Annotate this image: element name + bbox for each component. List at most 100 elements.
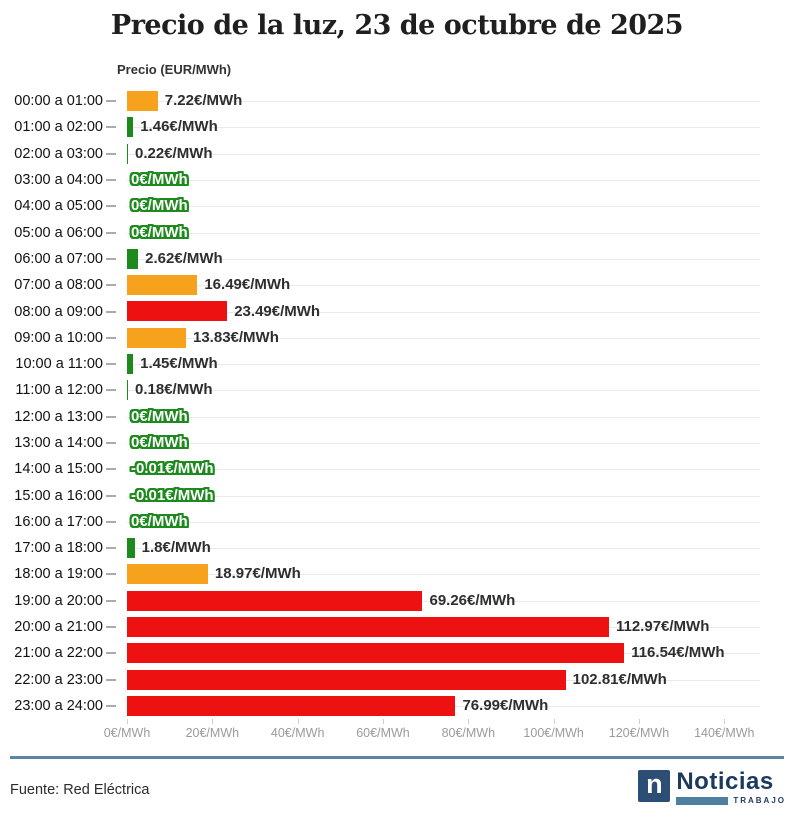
chart-row: 04:00 a 05:00 0€/MWh [0,193,794,219]
bar-track: 1.45€/MWh [127,351,760,377]
x-tick-label: 140€/MWh [694,726,755,740]
hour-label: 02:00 a 03:00 [14,145,103,162]
page-title: Precio de la luz, 23 de octubre de 2025 [110,10,684,41]
bar-track: 116.54€/MWh [127,640,760,666]
x-tick-label: 120€/MWh [608,726,670,740]
row-gridline [127,180,760,182]
chart-row: 20:00 a 21:00 112.97€/MWh [0,614,794,640]
row-gridline [127,101,760,103]
logo-text-block: Noticias TRABAJO [676,770,786,805]
chart-row: 22:00 a 23:00 102.81€/MWh [0,667,794,693]
row-tick-dash [106,415,116,418]
price-bar [127,590,423,611]
row-tick-dash [106,336,116,339]
hour-label: 01:00 a 02:00 [14,119,103,136]
hour-label: 18:00 a 19:00 [14,566,103,583]
row-gridline [127,574,760,576]
value-label: 112.97€/MWh [615,618,710,636]
x-tick-mark [553,719,555,724]
x-axis-title: Precio (EUR/MWh) [117,62,232,77]
price-bar [127,327,186,348]
row-gridline [127,469,760,471]
x-axis: 0€/MWh 20€/MWh 40€/MWh 60€/MWh 80€/MWh 100€/M… [104,719,787,743]
hour-label: 09:00 a 10:00 [14,329,103,346]
value-label: 76.99€/MWh [462,697,549,715]
x-tick-label: 0€/MWh [103,726,151,740]
chart-row: 01:00 a 02:00 1.46€/MWh [0,114,794,140]
hour-label: 10:00 a 11:00 [15,356,103,373]
hour-label: 00:00 a 01:00 [14,93,103,110]
chart-row: 07:00 a 08:00 16.49€/MWh [0,272,794,298]
value-label: 102.81€/MWh [572,670,667,688]
hour-label: 19:00 a 20:00 [14,592,103,609]
row-tick-dash [106,389,116,392]
logo-n-icon: n [638,770,671,802]
bar-track: 0€/MWh [127,193,760,219]
price-bar [127,248,139,269]
bar-track: 112.97€/MWh [127,614,760,640]
row-tick-dash [106,704,116,707]
bar-track: 69.26€/MWh [127,588,760,614]
hour-label: 21:00 a 22:00 [14,645,103,662]
value-label: 1.8€/MWh [141,539,211,557]
hour-label: 13:00 a 14:00 [14,435,103,451]
chart-row: 09:00 a 10:00 13.83€/MWh [0,325,794,351]
x-tick-label: 40€/MWh [270,726,325,740]
row-gridline [127,232,760,234]
bar-track: 0€/MWh [127,509,760,535]
x-tick-mark [297,719,299,724]
row-gridline [127,337,760,339]
hour-label: 03:00 a 04:00 [14,172,103,189]
logo-sub-text: TRABAJO [733,796,786,805]
value-label: 116.54€/MWh [631,644,725,662]
value-label: 1.45€/MWh [140,355,218,373]
row-gridline [127,153,760,155]
chart-row: 17:00 a 18:00 1.8€/MWh [0,535,794,561]
bar-track: 18.97€/MWh [127,561,760,587]
price-bar [127,643,625,664]
bar-track: 0€/MWh [127,219,760,245]
bar-track: 0€/MWh [127,404,760,430]
value-label: 16.49€/MWh [204,276,291,294]
value-label: -0.01€/MWh [131,460,214,478]
bar-track: -0.01€/MWh [127,456,760,482]
row-gridline [127,127,760,129]
bar-track: 16.49€/MWh [127,272,760,298]
value-label: 0€/MWh [131,223,188,241]
hour-label: 11:00 a 12:00 [15,382,103,399]
chart-row: 05:00 a 06:00 0€/MWh [0,219,794,245]
row-tick-dash [106,547,116,550]
value-label: 23.49€/MWh [234,302,321,320]
price-bar [127,353,134,374]
row-tick-dash [106,468,116,471]
bar-track: 0.18€/MWh [127,377,760,403]
hour-label: 05:00 a 06:00 [14,224,103,241]
row-gridline [127,416,760,418]
row-gridline [127,548,760,550]
bar-track: 7.22€/MWh [127,88,760,114]
value-label: -0.01€/MWh [131,486,214,504]
chart-row: 08:00 a 09:00 23.49€/MWh [0,298,794,324]
row-tick-dash [106,652,116,655]
bar-track: -0.01€/MWh [127,482,760,508]
value-label: 0€/MWh [131,434,188,452]
hour-label: 22:00 a 23:00 [14,671,103,688]
row-tick-dash [106,442,116,444]
chart-row: 16:00 a 17:00 0€/MWh [0,509,794,535]
hour-label: 14:00 a 15:00 [14,461,103,478]
row-gridline [127,443,760,444]
hour-label: 17:00 a 18:00 [14,540,103,557]
logo-sub-row: TRABAJO [676,796,786,805]
value-label: 0.18€/MWh [135,381,213,399]
hour-label: 06:00 a 07:00 [14,250,103,267]
price-bar [127,564,208,585]
row-tick-dash [106,599,116,602]
bar-track: 76.99€/MWh [127,693,760,719]
x-tick-label: 100€/MWh [523,726,584,740]
price-bar [127,695,456,716]
noticias-trabajo-logo: n Noticias TRABAJO [638,770,786,805]
price-bar [127,143,128,164]
row-tick-dash [106,310,116,313]
bar-track: 1.8€/MWh [127,535,760,561]
chart-row: 00:00 a 01:00 7.22€/MWh [0,88,794,114]
